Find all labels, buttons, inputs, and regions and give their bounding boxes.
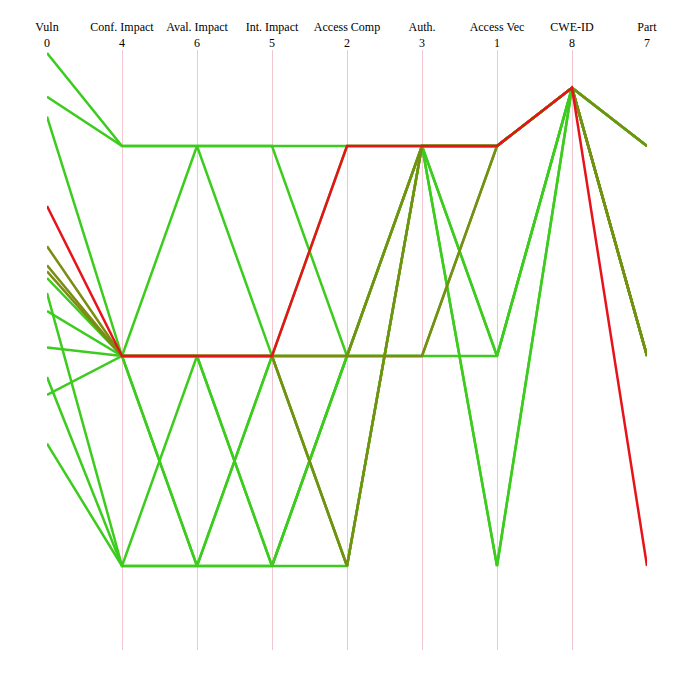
svg-text:Aval. Impact6: Aval. Impact6: [166, 20, 228, 50]
svg-text:Int. Impact5: Int. Impact5: [246, 20, 299, 50]
svg-text:Conf. Impact4: Conf. Impact4: [90, 20, 154, 50]
svg-text:Access Comp2: Access Comp2: [314, 20, 380, 50]
svg-text:CWE-ID8: CWE-ID8: [550, 20, 594, 50]
svg-text:Auth.3: Auth.3: [409, 20, 436, 50]
svg-text:Vuln0: Vuln0: [35, 20, 58, 50]
svg-text:Access Vec1: Access Vec1: [470, 20, 525, 50]
svg-text:Part7: Part7: [637, 20, 657, 50]
